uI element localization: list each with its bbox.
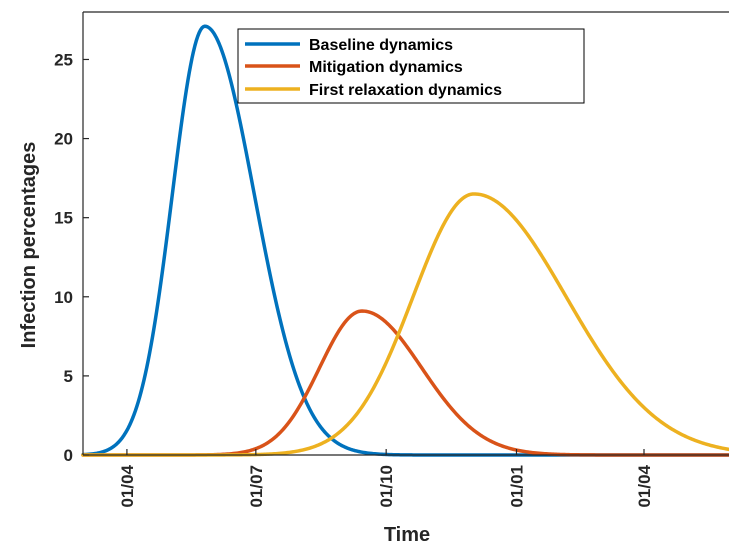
y-tick-label-4: 20 bbox=[54, 130, 73, 149]
x-tick-label-0: 01/04 bbox=[118, 464, 137, 507]
legend: Baseline dynamics Mitigation dynamics Fi… bbox=[237, 28, 585, 104]
y-axis-title: Infection percentages bbox=[18, 142, 40, 349]
legend-label-mitigation: Mitigation dynamics bbox=[309, 59, 463, 76]
axes-layer: 0 5 10 15 20 25 01/04 01/07 01/10 01/01 01/04 bbox=[54, 11, 729, 508]
y-tick-label-5: 25 bbox=[54, 50, 73, 69]
x-tick-label-4: 01/04 bbox=[635, 464, 654, 507]
y-tick-label-1: 5 bbox=[64, 367, 73, 386]
y-tick-label-0: 0 bbox=[64, 446, 73, 465]
x-axis-title: Time bbox=[384, 524, 430, 546]
legend-label-first-relaxation: First relaxation dynamics bbox=[309, 82, 502, 99]
x-tick-label-2: 01/10 bbox=[377, 465, 396, 508]
y-tick-label-3: 15 bbox=[54, 209, 73, 228]
y-tick-label-2: 10 bbox=[54, 288, 73, 307]
x-tick-label-1: 01/07 bbox=[247, 465, 266, 508]
legend-label-baseline: Baseline dynamics bbox=[309, 37, 453, 54]
x-tick-label-3: 01/01 bbox=[508, 465, 527, 508]
